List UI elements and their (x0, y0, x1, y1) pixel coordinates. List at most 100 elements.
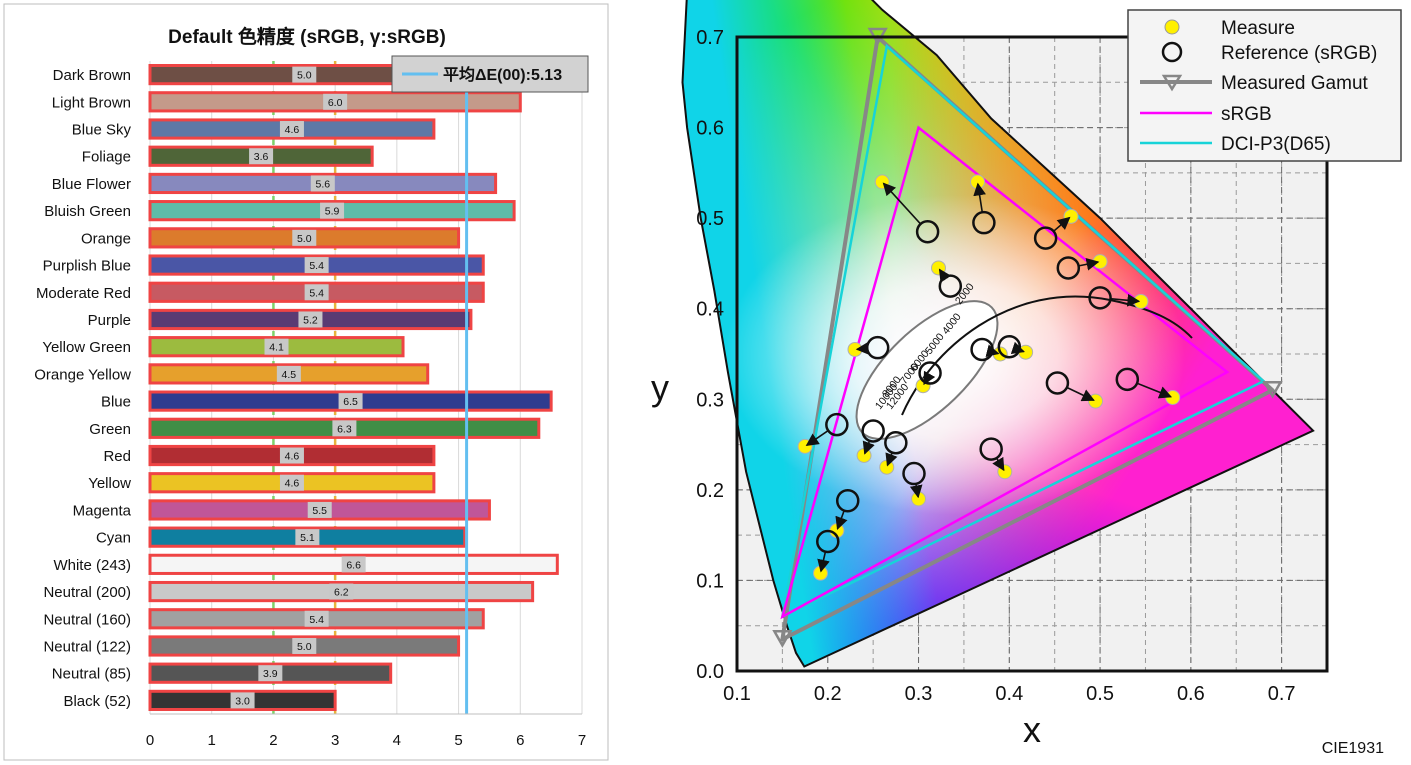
deviation-arrow (882, 182, 922, 225)
bar-category-label: Red (103, 448, 131, 465)
bar-value-label-bg (304, 257, 329, 274)
deviation-arrow (885, 451, 898, 467)
bar-category-label: Blue (101, 394, 131, 411)
deviation-arrow (909, 483, 923, 499)
bar-x-tick-label: 0 (146, 732, 154, 749)
bar-category-label: Yellow Green (42, 339, 131, 356)
deviation-arrow (855, 342, 869, 355)
legend-measure-label: Measure (1221, 18, 1295, 39)
measure-point (1165, 389, 1181, 405)
cie-y-tick-label: 0.5 (696, 208, 724, 230)
bar-category-label: White (243) (53, 557, 131, 574)
bar-value-label: 6.3 (337, 423, 352, 435)
bar-value-label: 5.4 (309, 287, 324, 299)
bar-value-label-bg (320, 202, 345, 219)
measure-point (1088, 393, 1104, 409)
measured-gamut-marker (772, 630, 793, 648)
cie-y-tick-label: 0.0 (696, 661, 724, 683)
bar-category-label: Bluish Green (44, 203, 131, 220)
bar-x-tick-label: 6 (516, 732, 524, 749)
reference-point (816, 529, 840, 554)
bar-category-label: Neutral (200) (43, 584, 131, 601)
cie-plot-frame (735, 35, 1329, 673)
cie-y-axis-label: y (651, 367, 669, 408)
bar-value-label-bg (292, 637, 317, 654)
bar-chart-category-labels: Dark Brown Light Brown Blue Sky Foliage Blue… (34, 67, 131, 710)
bar-chart-value-labels: 5.0 6.0 4.6 3.6 5.6 5.9 5.0 5.4 5.4 5.2 4.1 4.5 6.5 6… (230, 66, 366, 709)
bar-value-label-bg (292, 229, 317, 246)
bar-value-label: 5.6 (315, 178, 330, 190)
spectral-locus-outline (681, 0, 1315, 668)
deviation-arrow (1109, 293, 1141, 307)
cie-x-tick-label: 0.6 (1177, 683, 1205, 705)
deviation-arrow (992, 456, 1005, 472)
bar-value-label-bg (329, 583, 354, 600)
cie-y-tick-labels: 0.0 0.1 0.2 0.3 0.4 0.5 0.6 0.7 (696, 27, 724, 683)
bar-value-label: 5.5 (312, 505, 327, 517)
deviation-arrow (805, 429, 830, 446)
bar-chart-panel: Default 色精度 (sRGB, γ:sRGB) Dark Brown Lig… (3, 3, 609, 761)
measured-gamut-marker (1262, 380, 1283, 399)
cie-x-tick-label: 0.4 (995, 683, 1023, 705)
bar-value-label: 4.6 (285, 451, 300, 463)
measure-point (997, 464, 1013, 480)
bar-x-tick-label: 2 (269, 732, 277, 749)
reference-point (1045, 371, 1070, 395)
bar-value-label: 4.1 (269, 342, 284, 354)
bar-value-label: 5.4 (309, 260, 324, 272)
deviation-arrow (1010, 341, 1025, 354)
bar-value-label: 5.1 (300, 532, 315, 544)
reference-point (902, 461, 926, 486)
measure-point (1092, 254, 1108, 270)
reference-point (1033, 226, 1058, 250)
cie-x-tick-label: 0.5 (1086, 683, 1114, 705)
average-legend-label: 平均ΔE(00):5.13 (443, 65, 562, 84)
bar-value-label: 5.9 (325, 206, 340, 218)
average-legend: 平均ΔE(00):5.13 (391, 55, 589, 93)
reference-point (979, 437, 1003, 461)
bar-x-tick-label: 3 (331, 732, 339, 749)
bar-value-label-bg (298, 311, 323, 328)
bar-value-label-bg (304, 610, 329, 627)
cie-y-tick-label: 0.4 (696, 299, 724, 321)
bar-category-label: Yellow (88, 475, 131, 492)
bar-value-label: 6.0 (328, 97, 343, 109)
bar-value-label-bg (264, 338, 289, 355)
bar-value-label: 3.9 (263, 668, 278, 680)
planckian-locus (901, 295, 1193, 416)
measure-point (813, 565, 829, 581)
deviation-arrow (985, 344, 1000, 357)
bar-category-label: Magenta (73, 502, 132, 519)
bar-value-label: 4.6 (285, 478, 300, 490)
deviation-arrow (1066, 386, 1095, 402)
bar-value-label-bg (230, 692, 255, 709)
spectral-locus (681, 0, 1315, 668)
reference-point (825, 412, 849, 437)
bar-category-label: Neutral (160) (43, 611, 131, 628)
deviation-arrow (1077, 257, 1100, 271)
bar-x-tick-label: 4 (393, 732, 401, 749)
bar-value-label-bg (341, 556, 366, 573)
bar-category-label: Dark Brown (53, 67, 131, 84)
bar-category-label: Foliage (82, 149, 131, 166)
bar-chart-x-axis: 0 1 2 3 4 5 6 7 (146, 713, 586, 749)
measure-point (797, 438, 813, 454)
bar-category-label: Black (52) (63, 693, 131, 710)
legend-gamut-label: Measured Gamut (1221, 73, 1369, 94)
deviation-arrow (1136, 382, 1173, 399)
bar-value-label-bg (323, 93, 348, 110)
bar-category-label: Neutral (85) (52, 666, 131, 683)
cie-x-axis-label: x (1023, 709, 1041, 750)
bar-value-label-bg (332, 420, 357, 437)
bar-value-label-bg (258, 665, 283, 682)
cie-x-tick-label: 0.3 (905, 683, 933, 705)
legend-measure-marker (1164, 19, 1180, 35)
deviation-arrow (835, 509, 848, 530)
spectral-locus-tint (682, 0, 1314, 667)
bar-category-label: Orange Yellow (34, 366, 131, 383)
bar-value-label: 3.6 (254, 151, 269, 163)
bar-value-label: 6.2 (334, 587, 349, 599)
legend-reference-marker (1161, 41, 1183, 63)
